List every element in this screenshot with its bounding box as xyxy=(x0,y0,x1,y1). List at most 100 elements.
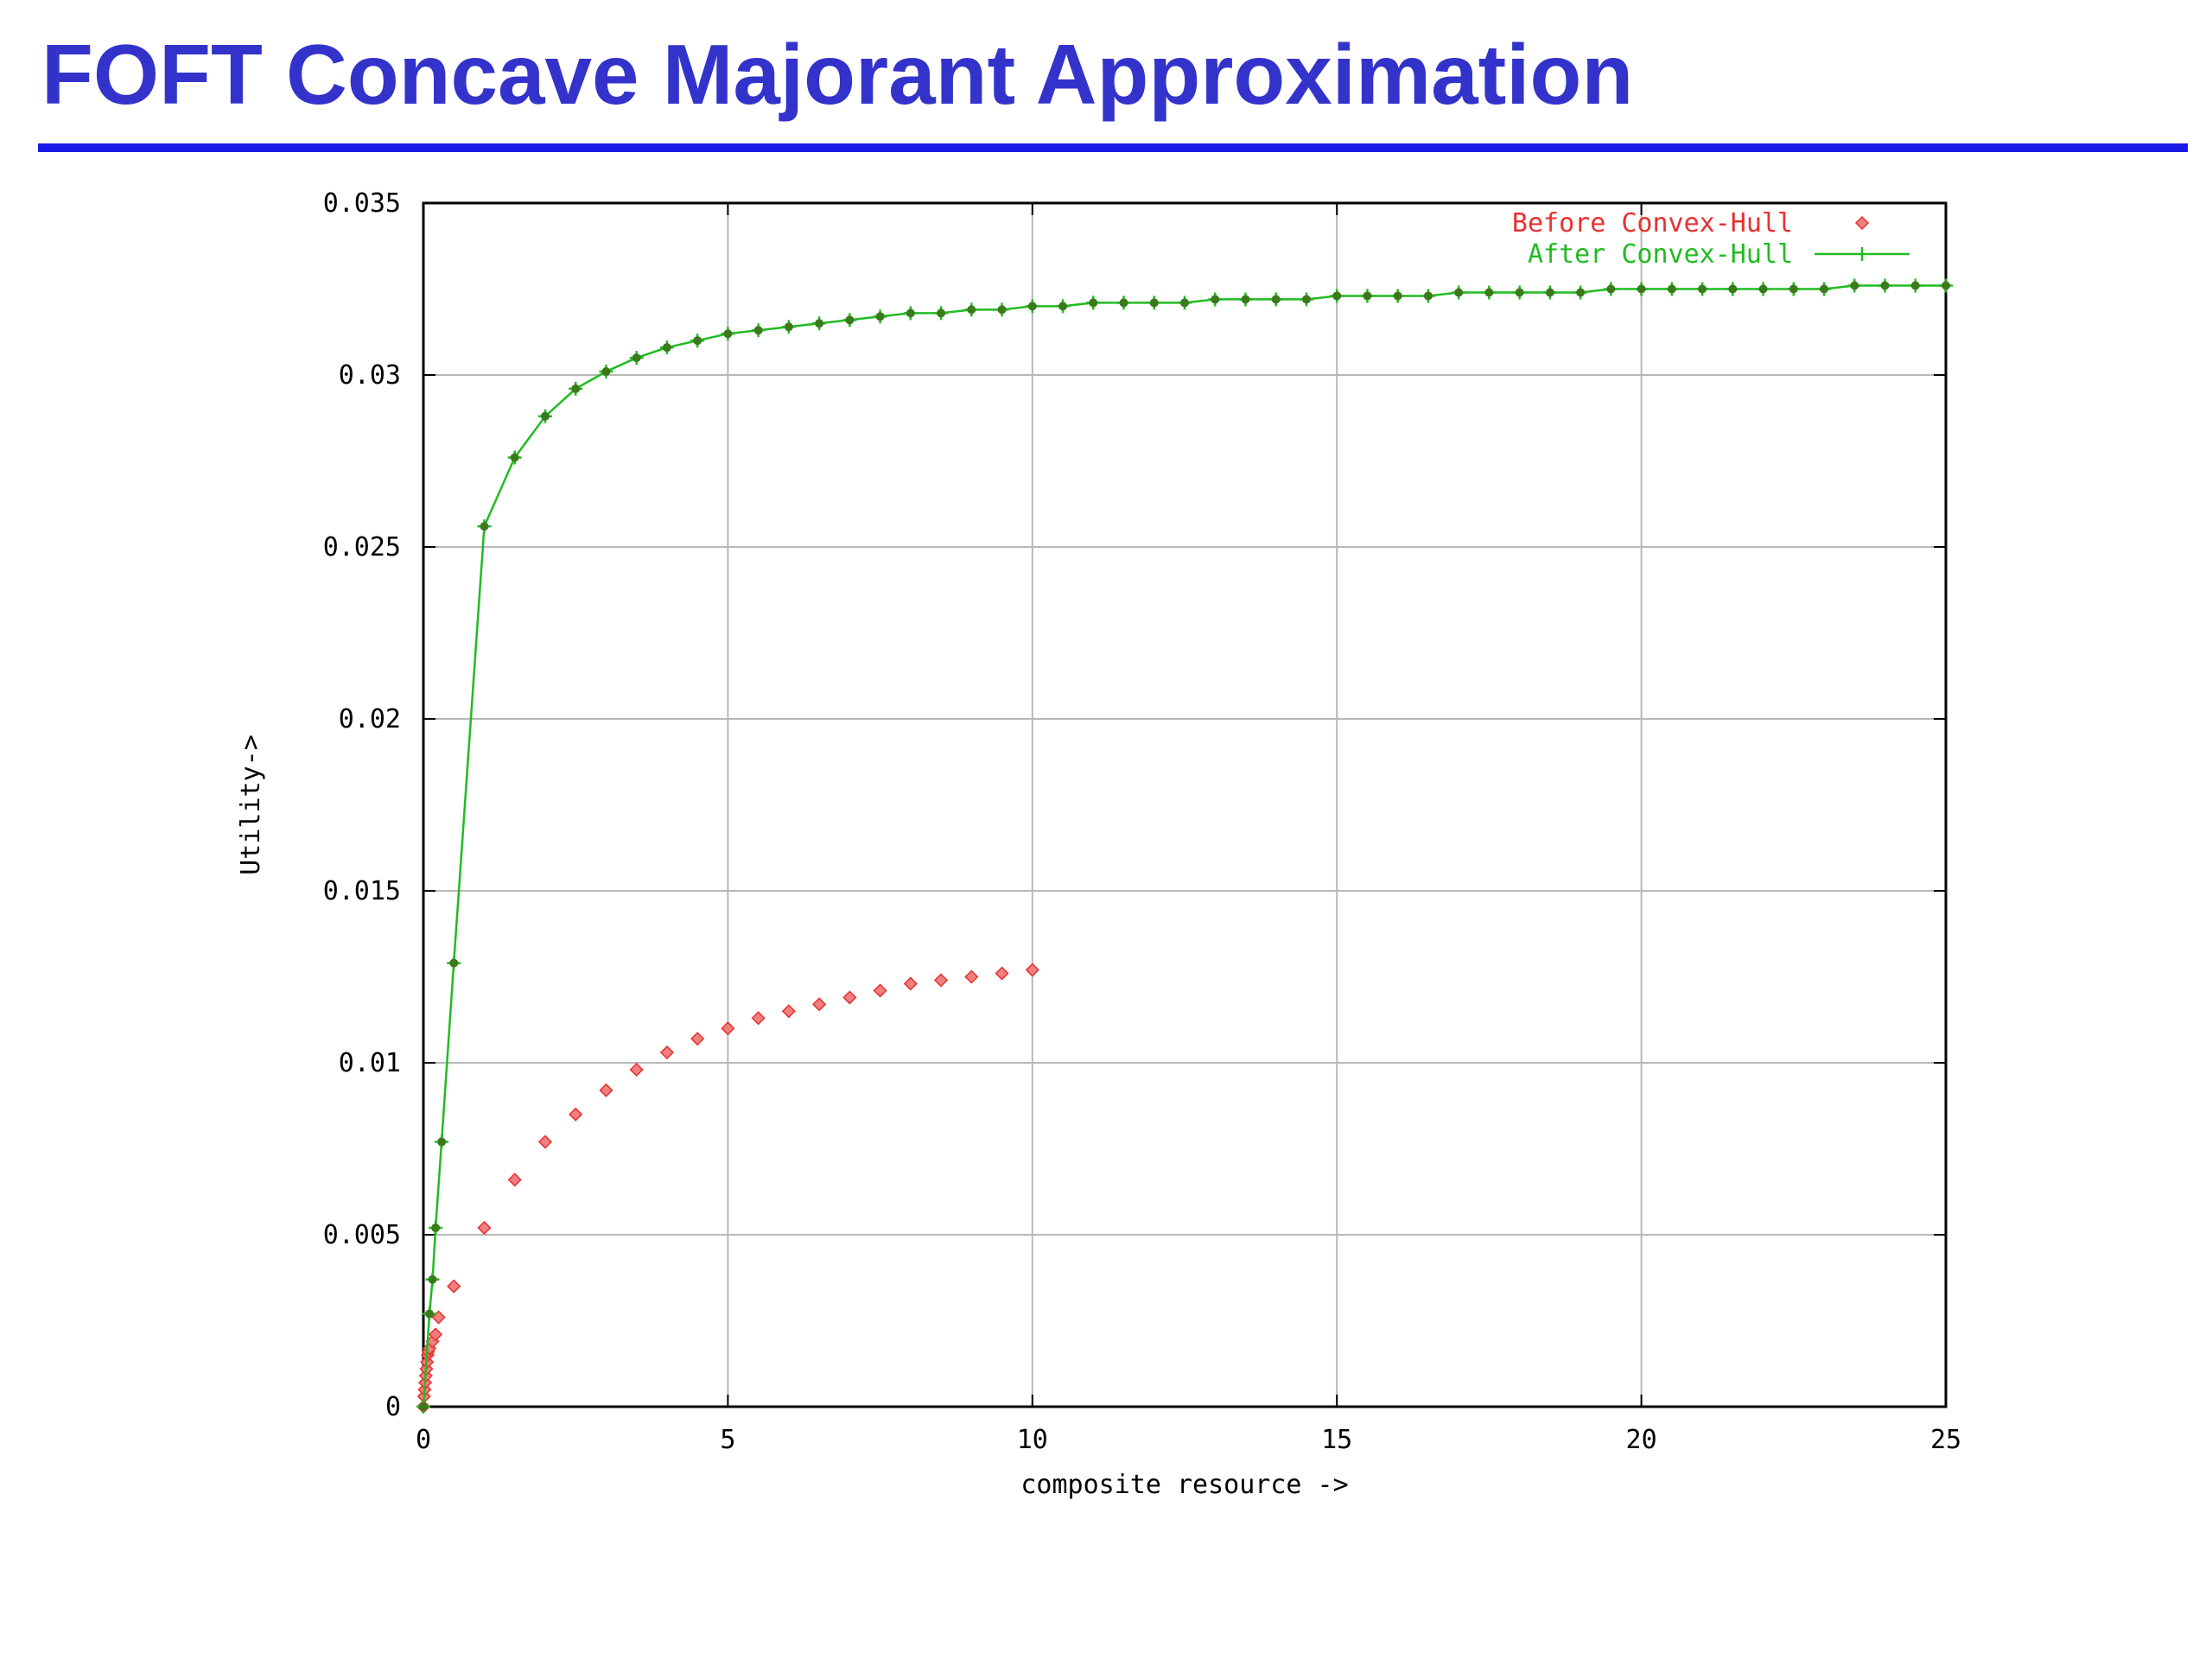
data-point-dot xyxy=(1880,281,1890,290)
data-point xyxy=(537,1135,553,1149)
series-after-convex-hull xyxy=(416,278,1953,1414)
data-point-dot xyxy=(601,367,611,377)
y-tick-label: 0.015 xyxy=(323,876,401,906)
data-point-dot xyxy=(1363,291,1372,301)
x-tick-label: 15 xyxy=(1321,1425,1352,1455)
data-point xyxy=(429,1327,443,1342)
data-point-dot xyxy=(1301,295,1311,304)
data-point xyxy=(659,1045,674,1060)
data-point-dot xyxy=(784,322,793,332)
y-tick-label: 0 xyxy=(385,1392,401,1422)
x-tick-label: 10 xyxy=(1017,1425,1048,1455)
data-point-dot xyxy=(1758,284,1768,294)
data-point-dot xyxy=(1820,284,1829,294)
legend-marker xyxy=(1854,215,1870,231)
data-point-dot xyxy=(815,319,824,328)
data-point-dot xyxy=(1484,288,1494,297)
x-tick-label: 25 xyxy=(1930,1425,1961,1455)
slide-title: FOFT Concave Majorant Approximation xyxy=(41,27,1634,122)
data-point-dot xyxy=(1423,291,1433,301)
data-point-dot xyxy=(431,1224,441,1233)
data-point-dot xyxy=(1667,284,1676,294)
data-point xyxy=(690,1032,705,1046)
data-point-dot xyxy=(1149,298,1159,308)
data-point xyxy=(477,1220,492,1236)
data-point-dot xyxy=(1393,291,1402,301)
data-point-dot xyxy=(1698,284,1707,294)
data-point-dot xyxy=(437,1137,447,1147)
data-point-dot xyxy=(997,305,1007,315)
data-point xyxy=(903,976,918,991)
data-point-dot xyxy=(937,308,946,318)
data-point-dot xyxy=(1942,281,1950,290)
data-point-dot xyxy=(1119,298,1128,308)
data-point-dot xyxy=(1089,298,1098,308)
y-axis-label: Utility-> xyxy=(236,734,266,875)
series-line xyxy=(422,284,1946,1408)
data-point xyxy=(964,969,979,984)
data-point-dot xyxy=(1271,295,1281,304)
data-point xyxy=(629,1062,644,1077)
data-point-dot xyxy=(693,336,702,346)
data-point xyxy=(507,1173,522,1187)
data-point-dot xyxy=(875,312,885,321)
data-point xyxy=(569,1107,583,1122)
data-point-dot xyxy=(1606,284,1616,294)
title-rule xyxy=(38,143,2188,152)
data-point xyxy=(842,990,857,1005)
data-point-dot xyxy=(1515,288,1524,297)
data-point-dot xyxy=(1027,302,1037,311)
data-point xyxy=(934,973,949,988)
data-point-dot xyxy=(723,329,733,339)
data-point xyxy=(1025,963,1039,977)
data-point-dot xyxy=(632,353,641,363)
data-point-dot xyxy=(419,1402,428,1411)
data-point xyxy=(599,1083,613,1097)
data-point-dot xyxy=(1728,284,1738,294)
data-point-dot xyxy=(510,453,519,462)
y-tick-label: 0.03 xyxy=(339,360,401,391)
legend-label: After Convex-Hull xyxy=(1528,239,1793,270)
x-axis-label: composite resource -> xyxy=(1020,1470,1348,1500)
data-point-dot xyxy=(1637,284,1646,294)
data-point xyxy=(751,1011,766,1026)
data-point-dot xyxy=(449,958,459,968)
x-tick-label: 0 xyxy=(416,1425,431,1455)
data-point-dot xyxy=(428,1274,437,1284)
data-point-dot xyxy=(571,384,581,393)
data-point-dot xyxy=(1545,288,1554,297)
y-tick-label: 0.035 xyxy=(323,188,401,219)
data-point-dot xyxy=(1332,291,1342,301)
data-point-dot xyxy=(845,315,855,325)
x-tick-label: 5 xyxy=(720,1425,735,1455)
series-layer xyxy=(416,278,1953,1414)
data-point-dot xyxy=(1910,281,1920,290)
data-point-dot xyxy=(967,305,976,315)
data-point xyxy=(812,997,827,1012)
data-point xyxy=(721,1021,735,1036)
data-point-dot xyxy=(1241,295,1250,304)
data-point-dot xyxy=(1180,298,1189,308)
data-point-dot xyxy=(540,411,550,421)
data-point-dot xyxy=(1211,295,1220,304)
data-point xyxy=(447,1279,461,1294)
data-point xyxy=(995,966,1009,981)
legend-label: Before Convex-Hull xyxy=(1512,208,1793,238)
data-point-dot xyxy=(1454,288,1464,297)
y-tick-label: 0.02 xyxy=(339,704,401,734)
data-point-dot xyxy=(906,308,915,318)
y-tick-label: 0.01 xyxy=(339,1048,401,1078)
data-point xyxy=(873,983,887,998)
data-point-dot xyxy=(480,522,489,531)
data-point-dot xyxy=(425,1309,435,1319)
data-point-dot xyxy=(753,326,763,335)
plot-frame xyxy=(422,201,1948,1408)
x-tick-label: 20 xyxy=(1626,1425,1657,1455)
data-point-dot xyxy=(1850,281,1859,290)
y-tick-label: 0.025 xyxy=(323,532,401,563)
y-tick-label: 0.005 xyxy=(323,1220,401,1250)
grid-layer xyxy=(423,203,1946,1407)
data-point xyxy=(781,1004,796,1019)
